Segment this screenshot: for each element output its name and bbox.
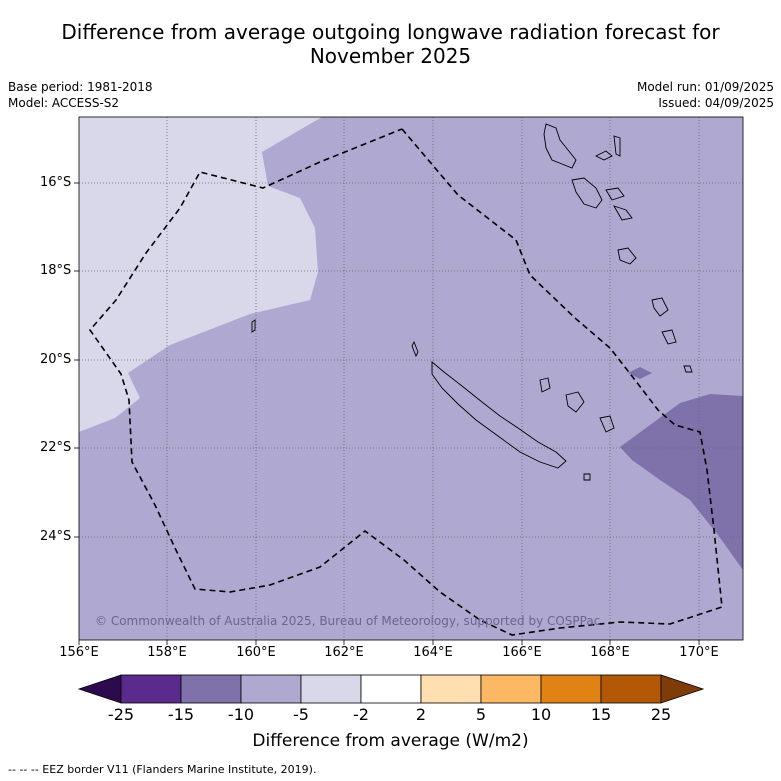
lon-label-164e: 164°E [413,645,453,660]
map-frame [78,116,744,641]
eez-legend-note: -- -- -- EEZ border V11 (Flanders Marine… [8,763,317,776]
title-line-2: November 2025 [309,44,472,68]
erromango-island [651,297,669,317]
colorbar-label-minus10: -10 [227,705,255,724]
anomaly-dark-patch [628,367,652,379]
efate-island [617,247,637,265]
new-caledonia-outline [431,361,567,469]
pentecost-island [613,135,621,157]
lat-label-16s: 16°S [40,175,72,190]
colorbar-segment-1 [120,674,182,704]
lat-label-24s: 24°S [40,529,72,544]
colorbar-label-minus2: -2 [353,705,369,724]
colorbar-segment-9 [600,674,662,704]
colorbar [77,674,705,704]
espiritu-santo [543,123,577,169]
colorbar-segment-8 [540,674,602,704]
colorbar-segment-6 [420,674,482,704]
colorbar-title: Difference from average (W/m2) [252,731,529,751]
colorbar-label-15: 15 [590,705,612,724]
map-title: Difference from average outgoing longwav… [0,20,781,68]
aneityum-island [683,365,693,373]
issued-date: Issued: 04/09/2025 [658,96,774,110]
lat-label-22s: 22°S [40,440,72,455]
colorbar-segment-4 [300,674,362,704]
title-line-1: Difference from average outgoing longwav… [61,20,720,44]
lon-label-162e: 162°E [324,645,364,660]
lat-label-20s: 20°S [40,352,72,367]
axis-ticks [74,182,700,645]
colorbar-label-2: 2 [415,705,427,724]
ambrym-island [605,187,625,201]
colorbar-label-25: 25 [650,705,672,724]
lon-label-170e: 170°E [679,645,719,660]
belep-islands [411,340,419,358]
colorbar-label-minus15: -15 [167,705,195,724]
tanna-island [661,329,677,345]
anomaly-light-region [79,117,322,432]
lon-label-158e: 158°E [147,645,187,660]
chesterfield-reef [251,319,256,333]
lon-label-166e: 166°E [502,645,542,660]
anomaly-dark-region [620,394,743,570]
copyright-notice: © Commonwealth of Australia 2025, Bureau… [95,614,601,628]
lat-label-18s: 18°S [40,263,72,278]
colorbar-label-minus5: -5 [293,705,309,724]
colorbar-label-minus25: -25 [107,705,135,724]
colorbar-extend-low [77,674,122,704]
model-name: Model: ACCESS-S2 [8,96,120,110]
lon-label-156e: 156°E [59,645,99,660]
colorbar-segment-5 [360,674,422,704]
mare-island [599,415,615,433]
land-outlines [251,123,693,481]
meta-left: Base period: 1981-2018 Model: ACCESS-S2 [8,79,153,111]
meta-right: Model run: 01/09/2025 Issued: 04/09/2025 [637,79,774,111]
eez-border [88,128,723,636]
malekula-island [571,177,603,209]
epi-island [613,205,633,221]
colorbar-label-5: 5 [475,705,487,724]
isle-of-pines [583,473,591,481]
lon-label-160e: 160°E [236,645,276,660]
colorbar-segment-3 [240,674,302,704]
base-period: Base period: 1981-2018 [8,80,153,94]
colorbar-label-10: 10 [530,705,552,724]
colorbar-segment-7 [480,674,542,704]
colorbar-segment-2 [180,674,242,704]
lifou-island [565,391,585,413]
maewo-island [594,150,613,161]
colorbar-extend-high [660,674,705,704]
graticule [79,117,743,640]
ouvea-island [539,377,551,393]
model-run: Model run: 01/09/2025 [636,80,774,94]
lon-label-168e: 168°E [590,645,630,660]
